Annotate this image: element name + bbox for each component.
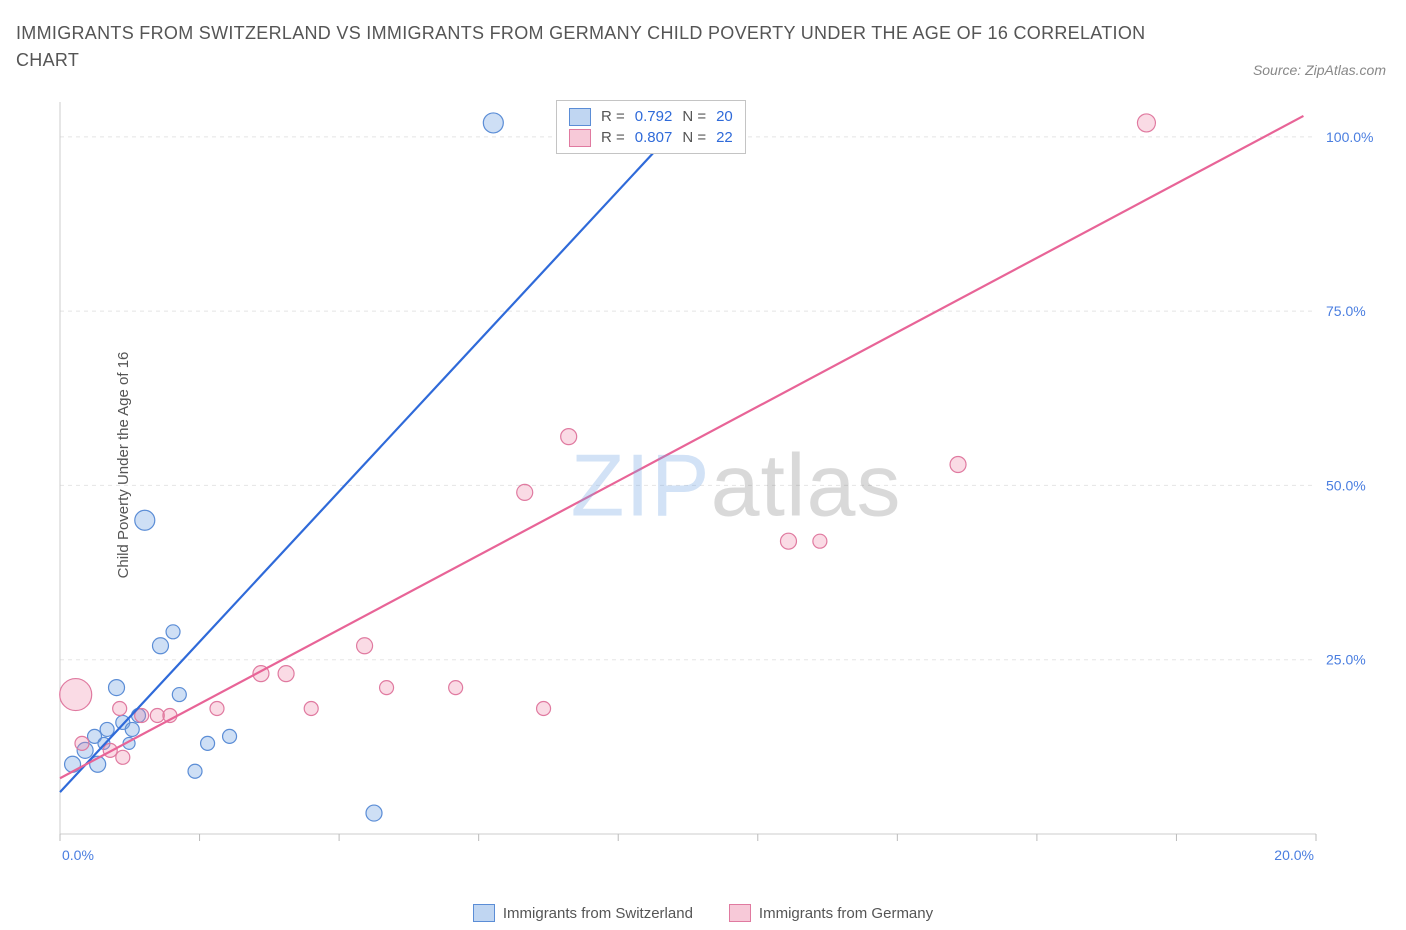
r-value-blue: 0.792 xyxy=(635,106,673,127)
legend-item-germany: Immigrants from Germany xyxy=(729,904,933,922)
data-point xyxy=(278,666,294,682)
y-tick-label: 50.0% xyxy=(1326,477,1366,493)
plot-area: 25.0% 50.0% 75.0% 100.0% 0.0% 20.0% xyxy=(48,94,1388,874)
data-point xyxy=(135,510,155,530)
trend-line xyxy=(60,116,1303,778)
swatch-pink xyxy=(729,904,751,922)
swatch-blue xyxy=(473,904,495,922)
y-tick-label: 25.0% xyxy=(1326,652,1366,668)
data-point xyxy=(75,736,89,750)
data-point xyxy=(950,457,966,473)
data-point xyxy=(780,533,796,549)
r-label: R = xyxy=(601,127,625,148)
y-tick-label: 100.0% xyxy=(1326,129,1373,145)
scatter-plot-svg: 25.0% 50.0% 75.0% 100.0% 0.0% 20.0% xyxy=(48,94,1388,874)
chart-container: IMMIGRANTS FROM SWITZERLAND VS IMMIGRANT… xyxy=(0,0,1406,930)
data-point xyxy=(100,722,114,736)
legend-label-germany: Immigrants from Germany xyxy=(759,905,933,922)
data-point xyxy=(517,484,533,500)
data-point xyxy=(152,638,168,654)
y-tick-label: 75.0% xyxy=(1326,303,1366,319)
legend-label-switzerland: Immigrants from Switzerland xyxy=(503,905,693,922)
data-point xyxy=(366,805,382,821)
data-point xyxy=(172,688,186,702)
data-point xyxy=(537,702,551,716)
data-point xyxy=(188,764,202,778)
data-point xyxy=(166,625,180,639)
data-point xyxy=(116,750,130,764)
data-point xyxy=(561,429,577,445)
r-value-pink: 0.807 xyxy=(635,127,673,148)
data-point xyxy=(150,708,164,722)
x-tick-label: 20.0% xyxy=(1274,847,1314,863)
x-tick-label: 0.0% xyxy=(62,847,94,863)
legend-row-pink: R = 0.807 N = 22 xyxy=(569,127,733,148)
data-point xyxy=(483,113,503,133)
data-point xyxy=(210,702,224,716)
data-point xyxy=(1137,114,1155,132)
source-attribution: Source: ZipAtlas.com xyxy=(1253,62,1386,78)
n-label: N = xyxy=(682,106,706,127)
data-point xyxy=(380,681,394,695)
r-label: R = xyxy=(601,106,625,127)
data-point xyxy=(65,756,81,772)
data-point xyxy=(813,534,827,548)
data-point xyxy=(357,638,373,654)
legend-item-switzerland: Immigrants from Switzerland xyxy=(473,904,693,922)
data-point xyxy=(201,736,215,750)
data-point xyxy=(223,729,237,743)
n-value-blue: 20 xyxy=(716,106,733,127)
data-point xyxy=(125,722,139,736)
swatch-blue xyxy=(569,108,591,126)
legend-row-blue: R = 0.792 N = 20 xyxy=(569,106,733,127)
correlation-legend: R = 0.792 N = 20 R = 0.807 N = 22 xyxy=(556,100,746,154)
chart-title: IMMIGRANTS FROM SWITZERLAND VS IMMIGRANT… xyxy=(16,20,1206,74)
data-point xyxy=(109,680,125,696)
data-point xyxy=(304,702,318,716)
data-point xyxy=(113,702,127,716)
n-label: N = xyxy=(682,127,706,148)
data-point xyxy=(449,681,463,695)
series-legend: Immigrants from Switzerland Immigrants f… xyxy=(0,904,1406,922)
data-point xyxy=(60,679,92,711)
swatch-pink xyxy=(569,129,591,147)
n-value-pink: 22 xyxy=(716,127,733,148)
